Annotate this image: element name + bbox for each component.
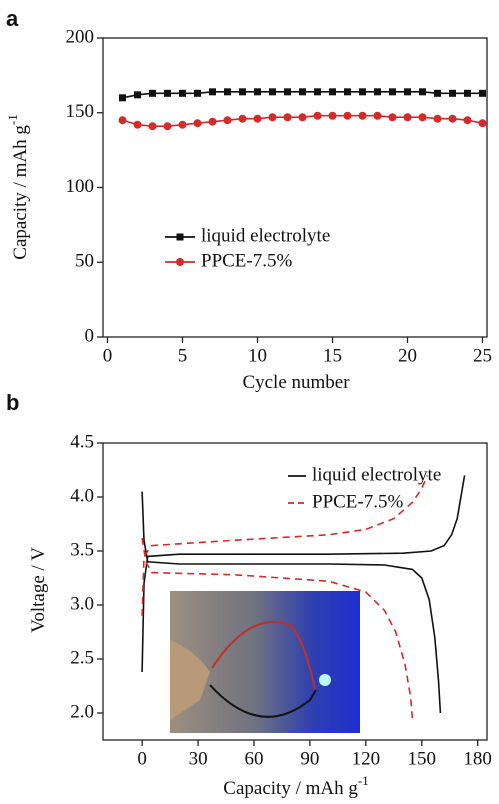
x-tick-label: 5	[178, 345, 188, 366]
x-tick-label: 150	[408, 748, 437, 769]
y-tick-label: 50	[75, 251, 94, 272]
marker	[164, 89, 171, 97]
marker	[419, 88, 426, 96]
x-tick-label: 30	[189, 748, 208, 769]
y-tick-label: 150	[66, 101, 95, 122]
legend-label: liquid electrolyte	[201, 225, 330, 246]
plot-frame	[102, 37, 488, 338]
panel-label: a	[6, 6, 19, 31]
marker	[344, 88, 351, 96]
marker	[328, 111, 337, 120]
legend-label: PPCE-7.5%	[312, 491, 403, 512]
legend-label: PPCE-7.5%	[201, 250, 292, 271]
marker	[194, 89, 201, 97]
y-tick-label: 3.5	[70, 539, 94, 560]
y-axis-title-sup: -1	[5, 114, 20, 125]
marker	[149, 89, 156, 97]
x-tick-label: 20	[398, 345, 417, 366]
plot-frame	[102, 442, 488, 741]
marker	[118, 116, 127, 125]
x-tick-label: 120	[352, 748, 381, 769]
legend-label: liquid electrolyte	[312, 464, 441, 485]
marker	[434, 89, 441, 97]
marker	[224, 88, 231, 96]
x-tick-label: 60	[244, 748, 263, 769]
marker	[223, 116, 232, 125]
series-line	[141, 475, 429, 719]
marker	[134, 91, 141, 99]
x-tick-label: 15	[323, 345, 342, 366]
marker	[119, 94, 126, 102]
marker	[374, 88, 381, 96]
y-tick-label: 2.5	[70, 647, 94, 668]
y-tick-label: 2.0	[70, 701, 94, 722]
marker	[208, 117, 217, 126]
marker	[299, 88, 306, 96]
marker	[403, 113, 412, 122]
y-tick-label: 0	[85, 325, 95, 346]
marker	[329, 88, 336, 96]
marker	[478, 119, 487, 128]
marker	[449, 89, 456, 97]
y-tick-label: 200	[66, 26, 95, 47]
marker	[388, 113, 397, 122]
legend-marker	[176, 233, 184, 241]
marker	[479, 89, 486, 97]
marker	[298, 113, 307, 122]
marker	[269, 88, 276, 96]
x-tick-label: 0	[137, 748, 147, 769]
x-tick-label: 25	[473, 345, 492, 366]
x-axis-title-sup: -1	[358, 773, 369, 788]
x-tick-label: 10	[248, 345, 267, 366]
y-tick-label: 4.5	[70, 431, 94, 452]
x-tick-label: 90	[300, 748, 319, 769]
marker	[148, 122, 157, 131]
marker	[238, 114, 247, 123]
panel-label: b	[6, 390, 19, 415]
marker	[253, 114, 262, 123]
marker	[178, 120, 187, 129]
marker	[179, 89, 186, 97]
y-axis-title: Capacity / mAh g-1	[5, 114, 31, 259]
inset-photo	[170, 591, 360, 733]
y-tick-label: 100	[66, 176, 95, 197]
legend-marker	[176, 258, 184, 266]
marker	[268, 113, 277, 122]
marker	[373, 111, 382, 120]
marker	[404, 88, 411, 96]
x-axis-title: Capacity / mAh g-1	[223, 773, 368, 799]
marker	[448, 114, 457, 123]
y-axis-title: Voltage / V	[28, 547, 49, 633]
x-tick-label: 0	[103, 345, 113, 366]
x-axis-title-text: Cycle number	[242, 372, 350, 393]
series-line	[141, 475, 466, 714]
marker	[389, 88, 396, 96]
marker	[433, 114, 442, 123]
marker	[359, 88, 366, 96]
x-axis-title-text: Capacity / mAh g	[223, 778, 358, 799]
marker	[313, 111, 322, 120]
marker	[464, 89, 471, 97]
marker	[283, 113, 292, 122]
x-tick-label: 180	[463, 748, 492, 769]
marker	[254, 88, 261, 96]
marker	[463, 116, 472, 125]
marker	[284, 88, 291, 96]
marker	[163, 122, 172, 131]
marker	[343, 111, 352, 120]
marker	[418, 113, 427, 122]
marker	[193, 119, 202, 128]
x-axis-title: Cycle number	[242, 372, 350, 393]
y-axis-title-text: Capacity / mAh g	[10, 125, 31, 260]
marker	[239, 88, 246, 96]
marker	[209, 88, 216, 96]
marker	[358, 111, 367, 120]
y-axis-title-text: Voltage / V	[28, 547, 49, 633]
y-tick-label: 4.0	[70, 485, 94, 506]
marker	[133, 120, 142, 129]
y-tick-label: 3.0	[70, 593, 94, 614]
marker	[314, 88, 321, 96]
